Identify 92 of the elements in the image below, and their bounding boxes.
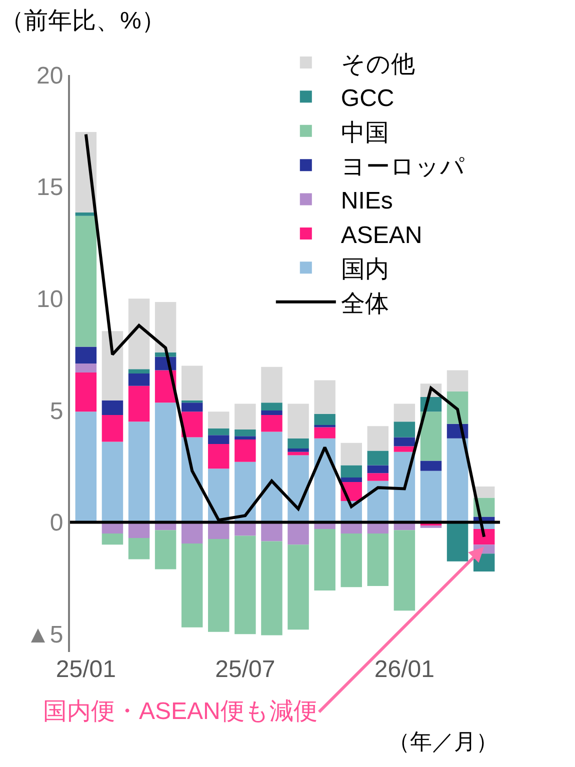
bar	[420, 460, 442, 471]
bar	[394, 404, 416, 422]
bar	[261, 432, 282, 522]
x-tick-label: 26/01	[374, 656, 434, 683]
bar	[367, 465, 389, 474]
bar	[234, 462, 256, 522]
legend-label: 国内	[340, 256, 389, 284]
bar	[340, 478, 362, 482]
bar	[102, 400, 124, 415]
bar	[367, 473, 389, 481]
bar	[394, 530, 416, 611]
bar	[181, 366, 203, 400]
bar	[367, 426, 389, 451]
bar	[234, 436, 256, 440]
bar	[234, 404, 256, 430]
x-tick-label: 25/01	[56, 656, 116, 683]
legend-label: ヨーロッパ	[340, 153, 465, 180]
bar	[340, 533, 362, 588]
bar	[75, 412, 97, 522]
bar	[261, 414, 282, 432]
bar	[128, 298, 150, 370]
x-tick-label: 25/07	[215, 656, 276, 683]
bar	[288, 522, 309, 545]
legend-label: 中国	[340, 119, 389, 146]
bar	[288, 452, 309, 456]
chart-title: （前年比、%）	[0, 7, 166, 34]
bar	[102, 414, 124, 442]
bar	[314, 380, 336, 414]
bar	[420, 412, 442, 461]
bar	[394, 422, 416, 438]
bar	[208, 522, 230, 540]
bar	[208, 539, 230, 632]
bar	[288, 404, 309, 438]
bar	[394, 437, 416, 446]
bar	[367, 450, 389, 466]
bar	[208, 412, 230, 428]
bar	[367, 533, 389, 586]
bar	[208, 444, 230, 469]
bar	[128, 422, 150, 522]
bar	[261, 541, 282, 636]
legend-label: ASEAN	[340, 222, 422, 249]
bar	[75, 372, 97, 412]
bar	[154, 402, 176, 522]
bar	[473, 529, 495, 545]
bar	[314, 427, 336, 438]
bar	[181, 412, 203, 438]
bar	[340, 465, 362, 478]
bar	[75, 216, 97, 347]
legend-label: NIEs	[340, 188, 393, 215]
bar	[288, 438, 309, 448]
bar	[102, 331, 124, 400]
y-tick-label: 0	[50, 510, 64, 537]
bar	[181, 522, 203, 544]
bar	[128, 374, 150, 386]
text: 国内便・ASEAN便も減便	[43, 698, 318, 725]
bar	[446, 370, 468, 392]
bar	[75, 364, 97, 372]
bar	[181, 544, 203, 628]
bar	[234, 440, 256, 462]
bar	[234, 429, 256, 436]
bar	[234, 536, 256, 634]
bar	[102, 442, 124, 522]
text: （年／月）	[388, 729, 498, 754]
bar	[128, 369, 150, 374]
y-tick-label: 15	[36, 174, 64, 202]
legend-label: その他	[340, 50, 415, 78]
bar	[128, 538, 150, 560]
bar	[128, 386, 150, 422]
bar	[102, 533, 124, 545]
bar	[261, 402, 282, 410]
bar	[314, 414, 336, 425]
bar	[340, 442, 362, 466]
bar	[181, 402, 203, 412]
bar	[446, 522, 468, 562]
legend-label: GCC	[340, 85, 394, 112]
bar	[208, 428, 230, 436]
bar	[420, 470, 442, 522]
bar	[314, 529, 336, 590]
legend-label: 全体	[340, 290, 389, 318]
y-tick-label: 20	[36, 62, 64, 90]
bar	[261, 410, 282, 415]
bar	[446, 438, 468, 522]
bar	[75, 346, 97, 364]
y-tick-label: ▲5	[26, 622, 64, 649]
bar	[288, 544, 309, 630]
bar	[208, 435, 230, 444]
bar	[154, 530, 176, 570]
bar	[288, 448, 309, 452]
bar	[154, 302, 176, 352]
y-tick-label: 10	[36, 286, 64, 314]
bar	[261, 366, 282, 403]
y-tick-label: 5	[50, 398, 64, 425]
